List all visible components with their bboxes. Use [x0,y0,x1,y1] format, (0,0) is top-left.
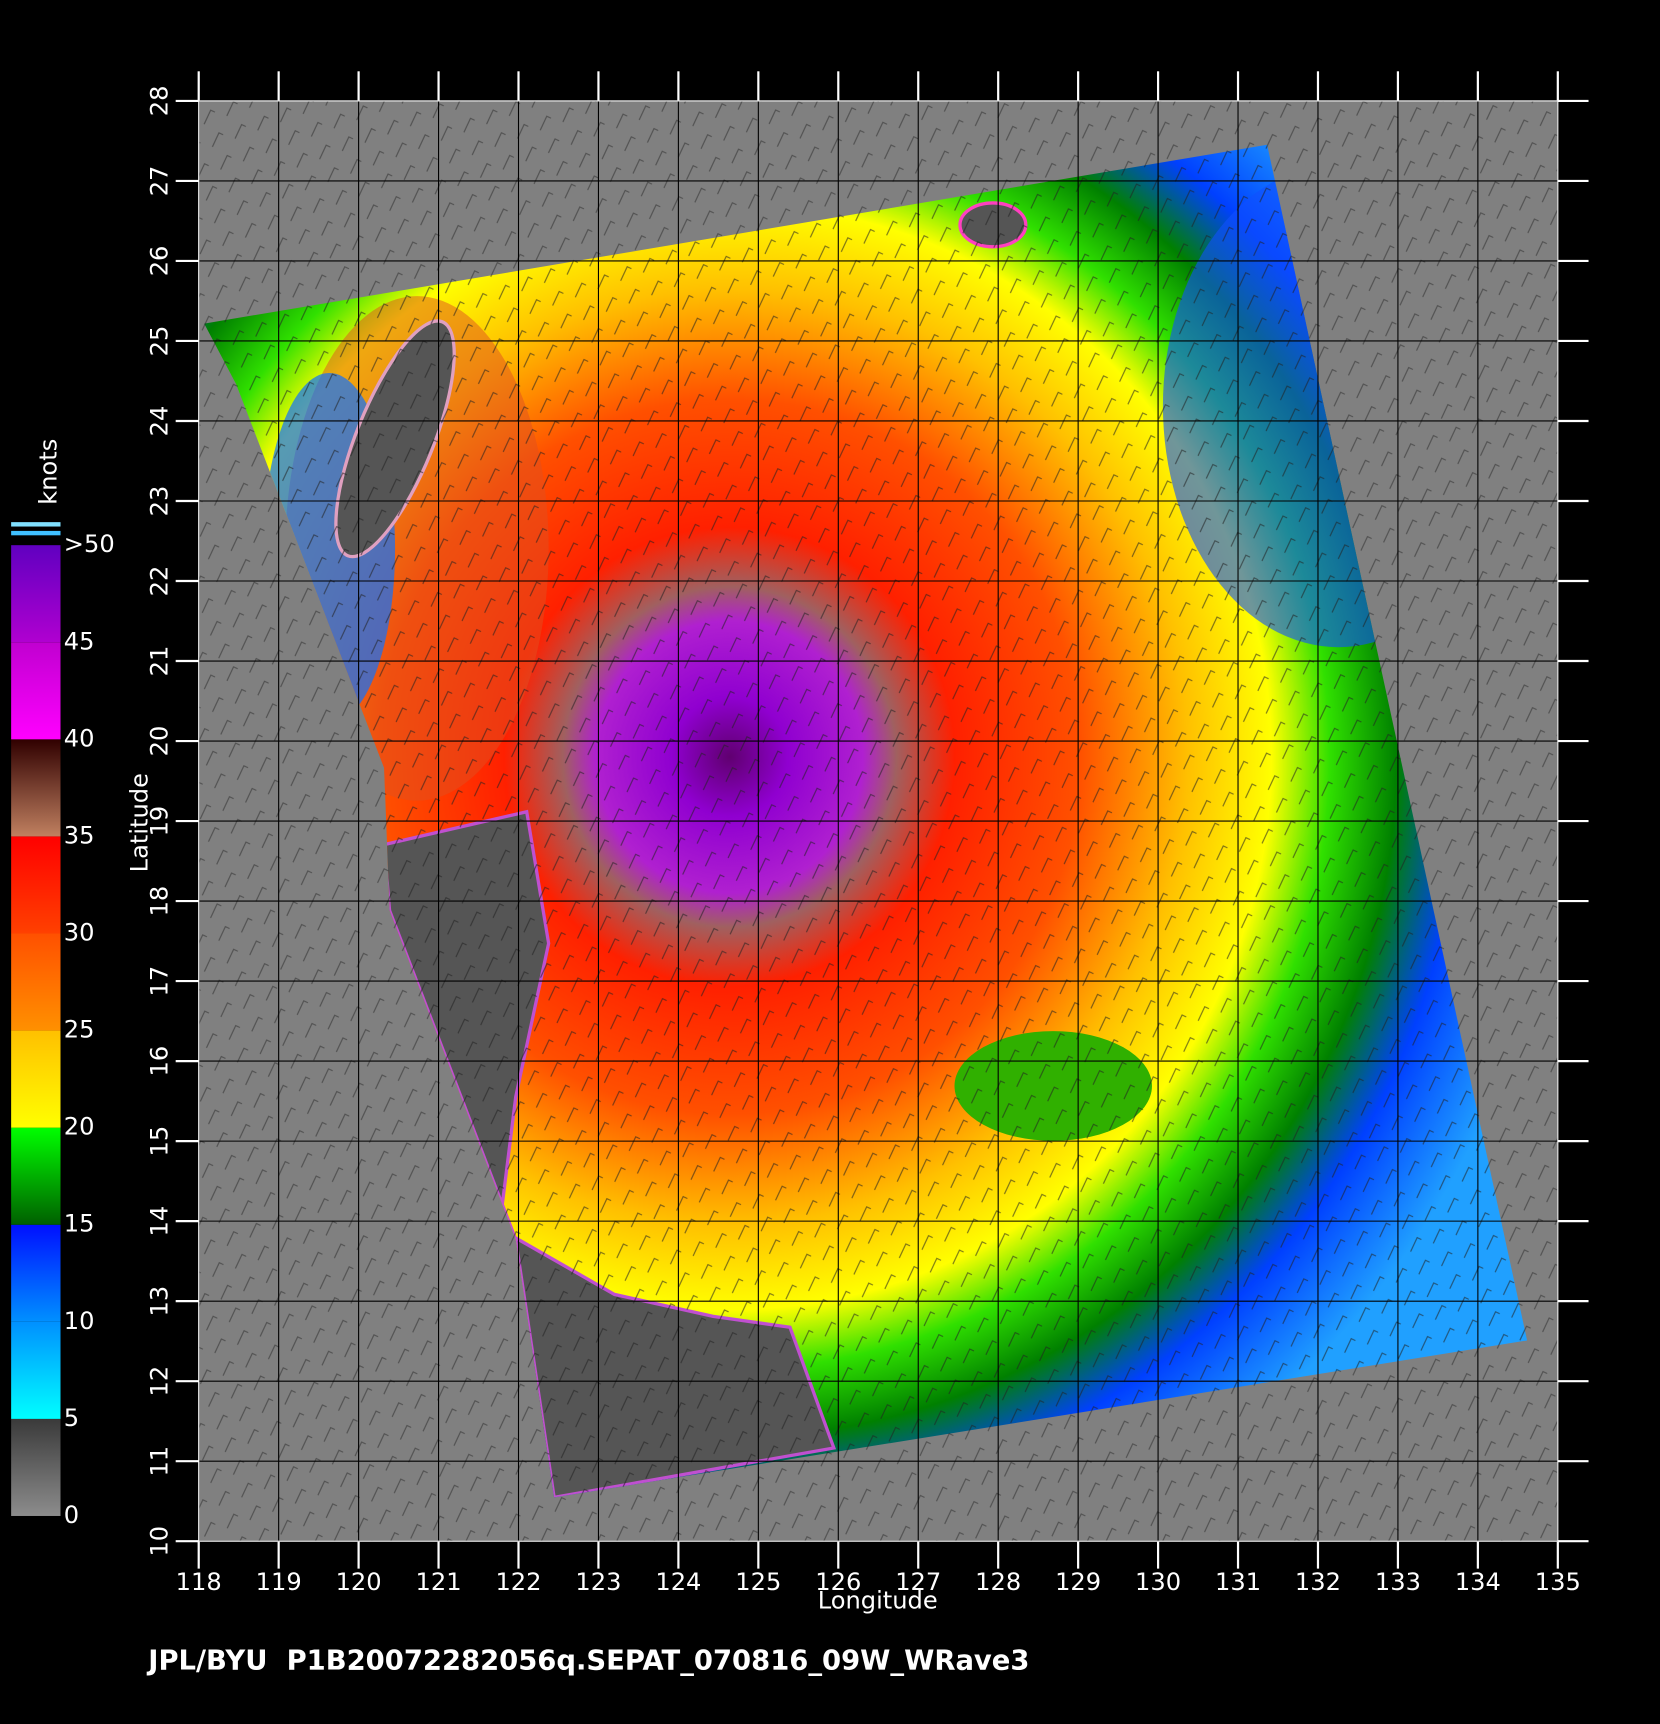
colorbar-label: 35 [64,821,95,849]
colorbar-band [11,1030,61,1128]
colorbar-label: 10 [64,1307,95,1335]
y-tick-label: 13 [145,1286,173,1317]
colorbar-label: 25 [64,1016,95,1044]
x-tick-label: 127 [895,1568,941,1596]
y-tick-label: 26 [145,246,173,277]
colorbar-cap [11,522,61,527]
y-axis-label: Latitude [126,773,154,872]
y-tick-label: 24 [145,406,173,437]
colorbar-band [11,545,61,643]
colorbar-label: 45 [64,627,95,655]
axes [175,71,1589,1569]
colorbar-label: 30 [64,918,95,946]
colorbar-band [11,1127,61,1225]
colorbar-band [11,1321,61,1419]
y-tick-label: 16 [145,1046,173,1077]
x-tick-label: 129 [1055,1568,1101,1596]
x-tick-label: 119 [256,1568,302,1596]
x-tick-label: 118 [176,1568,222,1596]
x-tick-label: 134 [1455,1568,1501,1596]
colorbar-band [11,739,61,837]
x-tick-label: 126 [815,1568,861,1596]
y-tick-label: 28 [145,86,173,117]
y-tick-label: 18 [145,886,173,917]
colorbar-band [11,836,61,934]
y-tick-label: 10 [145,1526,173,1557]
x-tick-label: 133 [1375,1568,1421,1596]
colorbar-band [11,1418,61,1516]
y-tick-label: 19 [145,806,173,837]
y-tick-label: 25 [145,326,173,357]
colorbar-label: 5 [64,1404,79,1432]
colorbar-title: knots [35,439,63,505]
x-tick-label: 125 [735,1568,781,1596]
colorbar-band [11,642,61,740]
y-tick-label: 11 [145,1446,173,1477]
footer: JPL/BYU P1B20072282056q.SEPAT_070816_09W… [146,1645,1029,1676]
x-tick-label: 124 [655,1568,701,1596]
colorbar-label: >50 [64,530,115,558]
y-tick-label: 15 [145,1126,173,1157]
x-axis-label: Longitude [818,1587,938,1615]
x-tick-label: 135 [1535,1568,1581,1596]
y-tick-label: 21 [145,646,173,677]
y-tick-label: 27 [145,166,173,197]
colorbar-label: 15 [64,1210,95,1238]
x-tick-label: 132 [1295,1568,1341,1596]
colorbar-band [11,1224,61,1322]
y-tick-label: 14 [145,1206,173,1237]
y-tick-label: 12 [145,1366,173,1397]
colorbar-cap [11,530,61,536]
plot-frame [198,100,1559,1542]
x-tick-label: 120 [336,1568,382,1596]
colorbar-label: 0 [64,1501,79,1529]
x-tick-label: 131 [1215,1568,1261,1596]
colorbar-label: 40 [64,724,95,752]
x-tick-label: 128 [975,1568,1021,1596]
x-tick-label: 121 [416,1568,462,1596]
y-tick-label: 23 [145,486,173,517]
y-tick-label: 17 [145,966,173,997]
colorbar-band [11,933,61,1031]
x-tick-label: 123 [575,1568,621,1596]
y-tick-label: 20 [145,726,173,757]
x-tick-label: 130 [1135,1568,1181,1596]
colorbar-label: 20 [64,1113,95,1141]
y-tick-label: 22 [145,566,173,597]
x-tick-label: 122 [495,1568,541,1596]
